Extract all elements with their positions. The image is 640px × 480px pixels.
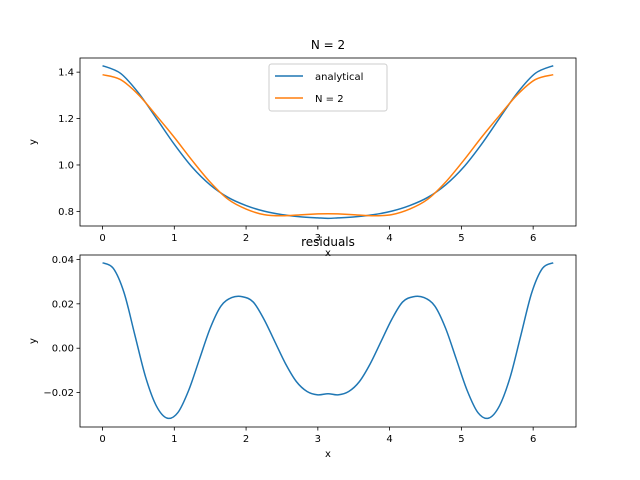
x-tick-label: 1: [171, 233, 177, 244]
x-tick-label: 1: [171, 434, 177, 445]
x-tick-label: 5: [458, 434, 464, 445]
y-tick-label: 1.0: [58, 160, 74, 171]
series-line-analytical: [102, 64, 554, 220]
y-tick-label: 0.04: [52, 255, 74, 266]
y-axis-label: y: [28, 338, 39, 344]
chart-title: N = 2: [311, 38, 345, 52]
x-axis-label: x: [325, 248, 331, 259]
subplot-residuals: 0 1 2 3 4 5 6 −0.02 0.00 0.02 0.04 x y residuals: [28, 235, 577, 460]
series-line-0: [102, 262, 554, 420]
legend: analytical N = 2: [268, 63, 388, 112]
series-group: [102, 262, 554, 420]
legend-label: analytical: [315, 72, 363, 83]
x-tick-label: 5: [458, 233, 464, 244]
y-tick-label: 1.4: [58, 68, 74, 79]
x-tick-label: 6: [530, 233, 536, 244]
chart-title: residuals: [301, 235, 355, 249]
series-line-n-2: [102, 73, 554, 217]
x-tick-label: 4: [386, 233, 392, 244]
axes-frame: [79, 57, 577, 227]
y-axis-label: y: [28, 139, 39, 145]
y-tick-label: 0.8: [58, 207, 74, 218]
y-tick-label: 1.2: [58, 114, 74, 125]
x-tick-label: 2: [243, 434, 249, 445]
x-axis-label: x: [325, 449, 331, 460]
x-tick-label: 0: [99, 233, 105, 244]
x-tick-label: 3: [315, 434, 321, 445]
x-tick-label: 2: [243, 233, 249, 244]
x-tick-label: 6: [530, 434, 536, 445]
y-tick-label: 0.00: [52, 344, 74, 355]
y-tick-label: −0.02: [43, 388, 74, 399]
x-tick-label: 0: [99, 434, 105, 445]
x-tick-label: 3: [315, 233, 321, 244]
legend-label: N = 2: [315, 94, 344, 105]
series-group: [102, 64, 554, 220]
subplot-top: 0 1 2 3 4 5 6 0.8 1.0 1.2 1.4 x y N = 2 analytical N = …: [28, 38, 577, 259]
y-tick-label: 0.02: [52, 299, 74, 310]
axes-frame: [79, 254, 577, 428]
x-tick-label: 4: [386, 434, 392, 445]
